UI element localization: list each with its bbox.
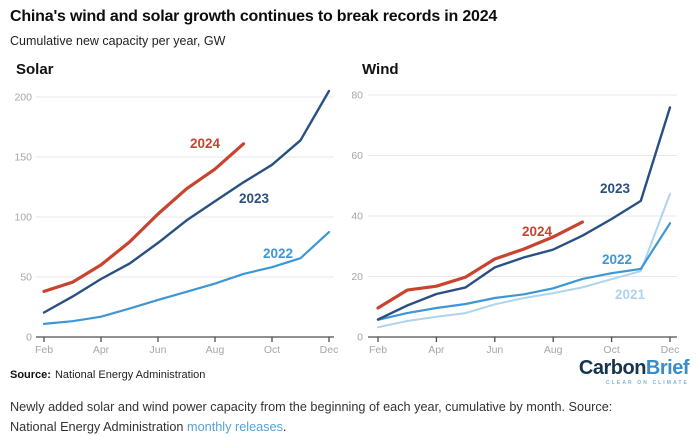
- series-line-solar-2023: [42, 89, 331, 314]
- x-tick-label: Feb: [35, 344, 53, 356]
- chart-title: China's wind and solar growth continues …: [10, 8, 498, 25]
- source-text: National Energy Administration: [54, 369, 206, 381]
- monthly-releases-link[interactable]: monthly releases: [187, 419, 283, 434]
- series-line-solar-2024: [42, 142, 246, 293]
- x-tick-label: Apr: [93, 344, 110, 356]
- y-tick-label: 200: [14, 92, 32, 104]
- logo-carbon: Carbon: [578, 357, 647, 379]
- logo-tagline: CLEAR ON CLIMATE: [606, 380, 689, 386]
- x-tick-label: Feb: [369, 344, 387, 356]
- y-tick-label: 50: [20, 272, 32, 284]
- series-label-solar-2023: 2023: [239, 191, 270, 206]
- caption: Newly added solar and wind power capacit…: [10, 398, 662, 436]
- carbonbrief-logo: CarbonBrief CLEAR ON CLIMATE: [578, 357, 690, 386]
- carbonbrief-wordmark: CarbonBrief: [578, 357, 690, 379]
- wind-panel-title: Wind: [362, 61, 399, 78]
- x-tick-label: Oct: [603, 344, 619, 356]
- y-tick-label: 0: [357, 332, 363, 344]
- series-label-wind-2024: 2024: [522, 224, 553, 239]
- y-tick-label: 0: [26, 332, 32, 344]
- x-tick-label: Dec: [661, 344, 680, 356]
- x-tick-label: Aug: [206, 344, 225, 356]
- y-tick-label: 60: [351, 150, 363, 162]
- chart-subtitle: Cumulative new capacity per year, GW: [10, 34, 226, 48]
- x-tick-label: Jun: [486, 344, 503, 356]
- y-tick-label: 40: [351, 211, 363, 223]
- x-tick-label: Jun: [150, 344, 167, 356]
- series-label-solar-2022: 2022: [263, 246, 294, 261]
- caption-period: .: [282, 419, 287, 434]
- solar-panel-title: Solar: [16, 61, 54, 78]
- series-label-solar-2024: 2024: [190, 136, 221, 151]
- y-tick-label: 20: [351, 271, 363, 283]
- source-label: Source:: [10, 369, 51, 381]
- y-tick-label: 100: [14, 212, 32, 224]
- caption-text: Newly added solar and wind power capacit…: [10, 400, 613, 434]
- x-tick-label: Oct: [264, 344, 280, 356]
- series-label-wind-2021: 2021: [615, 287, 646, 302]
- y-tick-label: 80: [351, 90, 363, 102]
- x-tick-label: Apr: [428, 344, 445, 356]
- series-label-wind-2022: 2022: [602, 252, 633, 267]
- y-tick-label: 150: [14, 152, 32, 164]
- logo-brief: Brief: [645, 357, 690, 379]
- x-tick-label: Aug: [544, 344, 563, 356]
- series-label-wind-2023: 2023: [600, 181, 631, 196]
- x-tick-label: Dec: [320, 344, 339, 356]
- source-line: Source: National Energy Administration: [10, 369, 205, 381]
